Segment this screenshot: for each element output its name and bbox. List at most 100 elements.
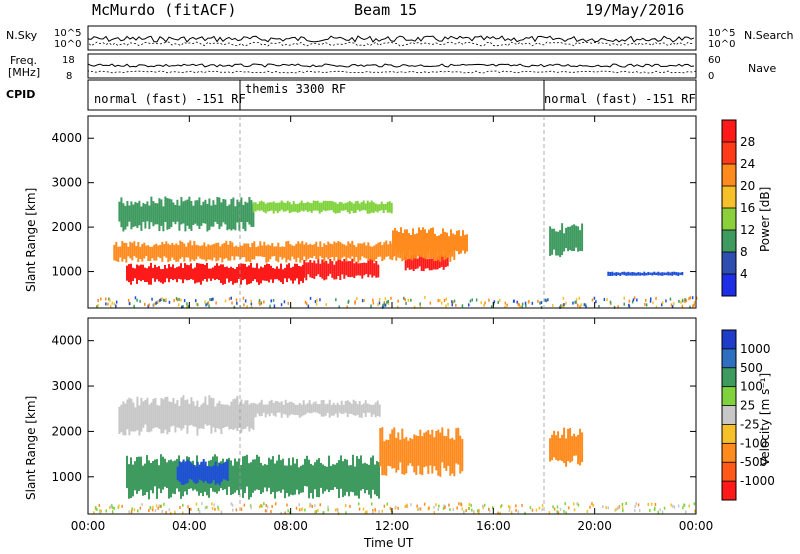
scatter-mark <box>517 510 520 514</box>
scatter-mark <box>215 301 217 305</box>
scatter-mark <box>230 296 232 300</box>
scatter-mark <box>561 304 563 308</box>
data-region <box>118 395 255 436</box>
data-cell <box>160 269 162 283</box>
data-cell <box>266 404 269 415</box>
colorbar-tick-label: -500 <box>740 455 767 469</box>
scatter-mark <box>437 299 439 303</box>
data-cell <box>633 272 636 276</box>
colorbar-tick-label: 500 <box>740 361 763 375</box>
data-cell <box>340 455 342 489</box>
data-cell <box>206 263 208 282</box>
data-cell <box>158 465 160 489</box>
data-cell <box>419 429 422 475</box>
data-cell <box>265 245 268 263</box>
data-cell <box>402 233 404 252</box>
data-cell <box>450 229 452 252</box>
data-cell <box>462 230 464 251</box>
data-cell <box>196 200 199 226</box>
data-cell <box>242 263 244 281</box>
data-cell <box>282 269 284 284</box>
data-cell <box>351 240 354 257</box>
data-cell <box>274 463 276 499</box>
scatter-mark <box>583 303 586 307</box>
scatter-mark <box>152 505 154 509</box>
data-cell <box>332 464 334 490</box>
scatter-mark <box>647 503 649 506</box>
data-cell <box>258 456 260 491</box>
data-cell <box>191 245 194 260</box>
scatter-mark <box>305 302 308 306</box>
data-cell <box>180 397 183 431</box>
data-cell <box>306 201 309 212</box>
scatter-mark <box>259 301 261 304</box>
data-cell <box>567 226 570 252</box>
data-cell <box>412 228 414 254</box>
ground-scatter <box>96 296 698 309</box>
y-tick-label: 1000 <box>51 265 82 279</box>
data-cell <box>195 244 198 260</box>
scatter-mark <box>685 299 688 303</box>
data-cell <box>235 245 238 257</box>
scatter-mark <box>115 304 117 308</box>
scatter-mark <box>671 305 674 309</box>
data-cell <box>156 267 158 280</box>
data-cell <box>218 463 221 486</box>
scatter-mark <box>695 296 698 300</box>
data-cell <box>208 198 211 231</box>
data-cell <box>246 202 249 222</box>
scatter-mark <box>563 509 565 513</box>
data-cell <box>130 263 132 285</box>
colorbar-tick-label: -1000 <box>740 474 775 488</box>
data-cell <box>246 266 248 285</box>
data-cell <box>136 396 139 431</box>
data-cell <box>437 429 440 476</box>
data-cell <box>170 459 172 498</box>
data-cell <box>184 200 187 232</box>
scatter-mark <box>585 305 587 309</box>
scatter-mark <box>372 509 374 512</box>
data-cell <box>573 224 576 251</box>
data-cell <box>179 240 182 259</box>
scatter-mark <box>689 305 691 309</box>
scatter-mark <box>309 296 312 300</box>
scatter-mark <box>127 298 130 302</box>
data-cell <box>141 244 144 262</box>
data-cell <box>206 465 209 484</box>
data-cell <box>368 202 371 214</box>
data-cell <box>284 399 287 415</box>
data-cell <box>220 464 223 482</box>
scatter-mark <box>617 506 619 510</box>
data-cell <box>460 236 462 254</box>
scatter-mark <box>327 505 329 509</box>
scatter-mark <box>235 508 238 512</box>
scatter-mark <box>266 505 269 509</box>
data-cell <box>579 428 582 466</box>
data-cell <box>226 404 229 427</box>
data-cell <box>339 258 342 280</box>
data-cell <box>663 272 666 276</box>
data-cell <box>392 230 394 257</box>
data-cell <box>297 241 300 258</box>
scatter-mark <box>231 503 234 507</box>
scatter-mark <box>208 304 210 308</box>
colorbar-swatch <box>722 252 736 274</box>
data-cell <box>296 203 299 213</box>
scatter-mark <box>693 300 696 304</box>
colorbar-swatch <box>722 348 736 368</box>
power-panel: 1000 2000 3000 4000 <box>51 115 698 309</box>
scatter-mark <box>94 506 97 510</box>
data-cell <box>140 264 142 282</box>
scatter-mark <box>384 303 387 307</box>
scatter-mark <box>98 503 101 507</box>
velocity-ylabel: Slant Range [km] <box>24 395 38 500</box>
data-cell <box>555 435 558 460</box>
x-tick-label: 16:00 <box>476 519 511 533</box>
data-cell <box>327 263 330 277</box>
data-cell <box>152 461 154 494</box>
colorbar-tick-label: 16 <box>740 201 755 215</box>
data-cell <box>431 429 434 474</box>
data-cell <box>260 462 262 494</box>
scatter-mark <box>428 506 430 510</box>
scatter-mark <box>463 511 465 515</box>
